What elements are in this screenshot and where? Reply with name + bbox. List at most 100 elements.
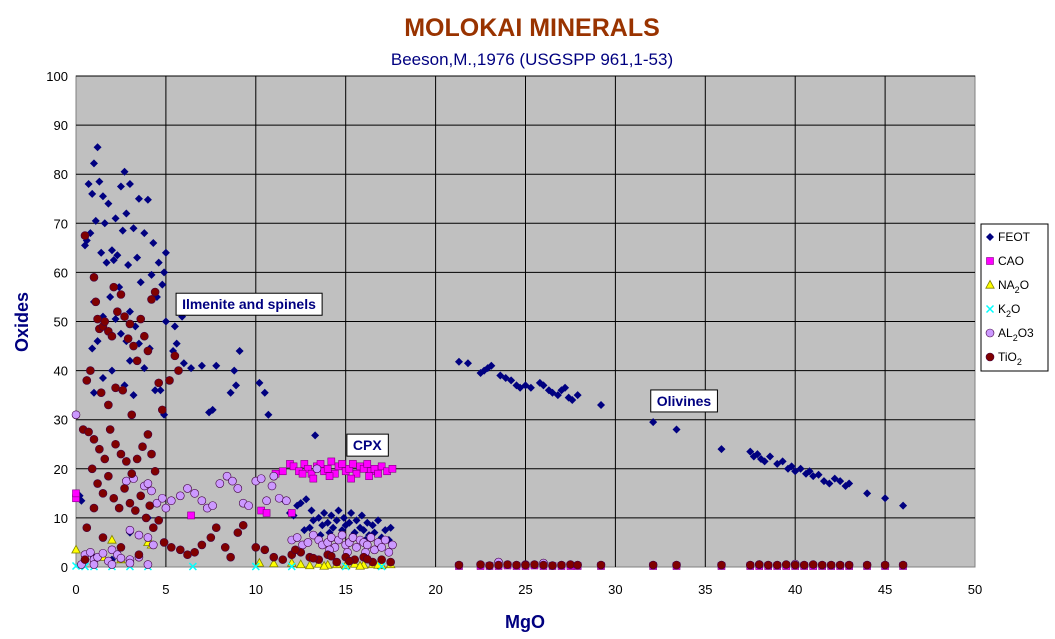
data-point bbox=[289, 462, 298, 471]
data-point bbox=[91, 216, 100, 225]
data-point bbox=[183, 484, 192, 493]
data-point bbox=[149, 540, 158, 550]
data-point bbox=[745, 560, 755, 570]
data-point bbox=[118, 226, 127, 235]
data-point bbox=[298, 469, 307, 478]
data-point bbox=[557, 560, 566, 570]
data-point bbox=[338, 460, 346, 468]
data-point bbox=[808, 560, 818, 569]
data-point bbox=[596, 560, 606, 570]
data-point bbox=[197, 540, 207, 550]
data-point bbox=[116, 449, 126, 459]
annotation-box bbox=[175, 292, 323, 316]
data-point bbox=[753, 450, 762, 459]
data-point bbox=[548, 561, 557, 570]
data-point bbox=[95, 177, 104, 186]
data-point bbox=[312, 464, 322, 474]
data-point bbox=[573, 391, 582, 400]
data-point bbox=[778, 457, 787, 466]
data-point bbox=[352, 516, 361, 525]
x-tick-label: 40 bbox=[788, 582, 802, 597]
data-point bbox=[147, 270, 156, 279]
annotation: Olivines bbox=[650, 389, 718, 413]
data-point bbox=[230, 366, 239, 375]
data-point bbox=[147, 486, 156, 496]
data-point bbox=[264, 410, 273, 419]
data-point bbox=[825, 479, 834, 488]
data-point bbox=[796, 464, 805, 473]
data-point bbox=[98, 548, 108, 558]
data-point bbox=[746, 447, 755, 456]
data-point bbox=[134, 530, 144, 540]
data-point bbox=[251, 543, 261, 552]
data-point bbox=[107, 534, 117, 544]
data-point bbox=[553, 391, 562, 400]
data-point bbox=[255, 378, 264, 387]
data-point bbox=[573, 560, 582, 570]
data-point bbox=[374, 516, 383, 525]
data-point bbox=[274, 493, 284, 503]
data-point bbox=[539, 560, 548, 570]
data-point bbox=[291, 545, 300, 555]
data-point bbox=[760, 457, 769, 466]
y-axis-ticks: 0 10 20 30 40 50 60 70 80 90 100 bbox=[46, 69, 68, 575]
data-point bbox=[262, 496, 271, 506]
data-point bbox=[206, 533, 216, 542]
data-point bbox=[158, 493, 167, 503]
data-point bbox=[238, 520, 248, 530]
data-point bbox=[107, 331, 117, 341]
data-point bbox=[93, 143, 102, 152]
y-tick-label: 90 bbox=[54, 118, 68, 133]
legend-label: AL2O3 bbox=[998, 326, 1034, 343]
data-point bbox=[568, 396, 577, 405]
data-point bbox=[251, 562, 260, 571]
data-point bbox=[105, 425, 115, 434]
data-point bbox=[512, 560, 521, 570]
data-point bbox=[161, 503, 171, 513]
data-point bbox=[359, 526, 368, 535]
data-point bbox=[136, 278, 145, 287]
x-tick-label: 50 bbox=[968, 582, 982, 597]
chart-title: MOLOKAI MINERALS bbox=[404, 14, 660, 42]
data-point bbox=[111, 214, 120, 223]
data-point bbox=[862, 560, 872, 570]
data-point bbox=[109, 493, 119, 503]
data-point bbox=[183, 550, 192, 560]
data-point bbox=[772, 560, 782, 570]
data-point bbox=[98, 489, 108, 498]
data-point bbox=[147, 449, 156, 459]
data-point bbox=[89, 159, 98, 168]
data-point bbox=[307, 506, 316, 515]
data-point bbox=[122, 457, 131, 466]
x-tick-label: 30 bbox=[608, 582, 622, 597]
data-point bbox=[104, 199, 113, 208]
data-point bbox=[267, 481, 277, 491]
data-point bbox=[898, 560, 908, 570]
data-point bbox=[366, 533, 376, 542]
data-point bbox=[334, 506, 343, 515]
data-point bbox=[526, 383, 535, 392]
data-point bbox=[87, 464, 97, 474]
data-point bbox=[172, 339, 181, 348]
legend-marker bbox=[985, 352, 995, 362]
data-point bbox=[844, 560, 854, 570]
data-point bbox=[222, 471, 232, 481]
data-point bbox=[158, 405, 167, 415]
data-point bbox=[86, 547, 95, 557]
data-point bbox=[80, 231, 90, 240]
data-point bbox=[140, 229, 149, 238]
data-point bbox=[278, 467, 287, 476]
data-point bbox=[314, 513, 323, 522]
data-point bbox=[485, 561, 494, 570]
data-point bbox=[232, 381, 241, 390]
data-point bbox=[175, 545, 185, 555]
data-point bbox=[233, 484, 243, 493]
legend: FEOT CAO NA2O K2O AL2O3 TiO2 bbox=[980, 223, 1049, 372]
data-point bbox=[88, 344, 97, 353]
data-point bbox=[129, 341, 138, 351]
data-point bbox=[93, 479, 102, 488]
data-point bbox=[143, 430, 153, 439]
data-point bbox=[154, 258, 163, 267]
data-point bbox=[323, 518, 332, 527]
